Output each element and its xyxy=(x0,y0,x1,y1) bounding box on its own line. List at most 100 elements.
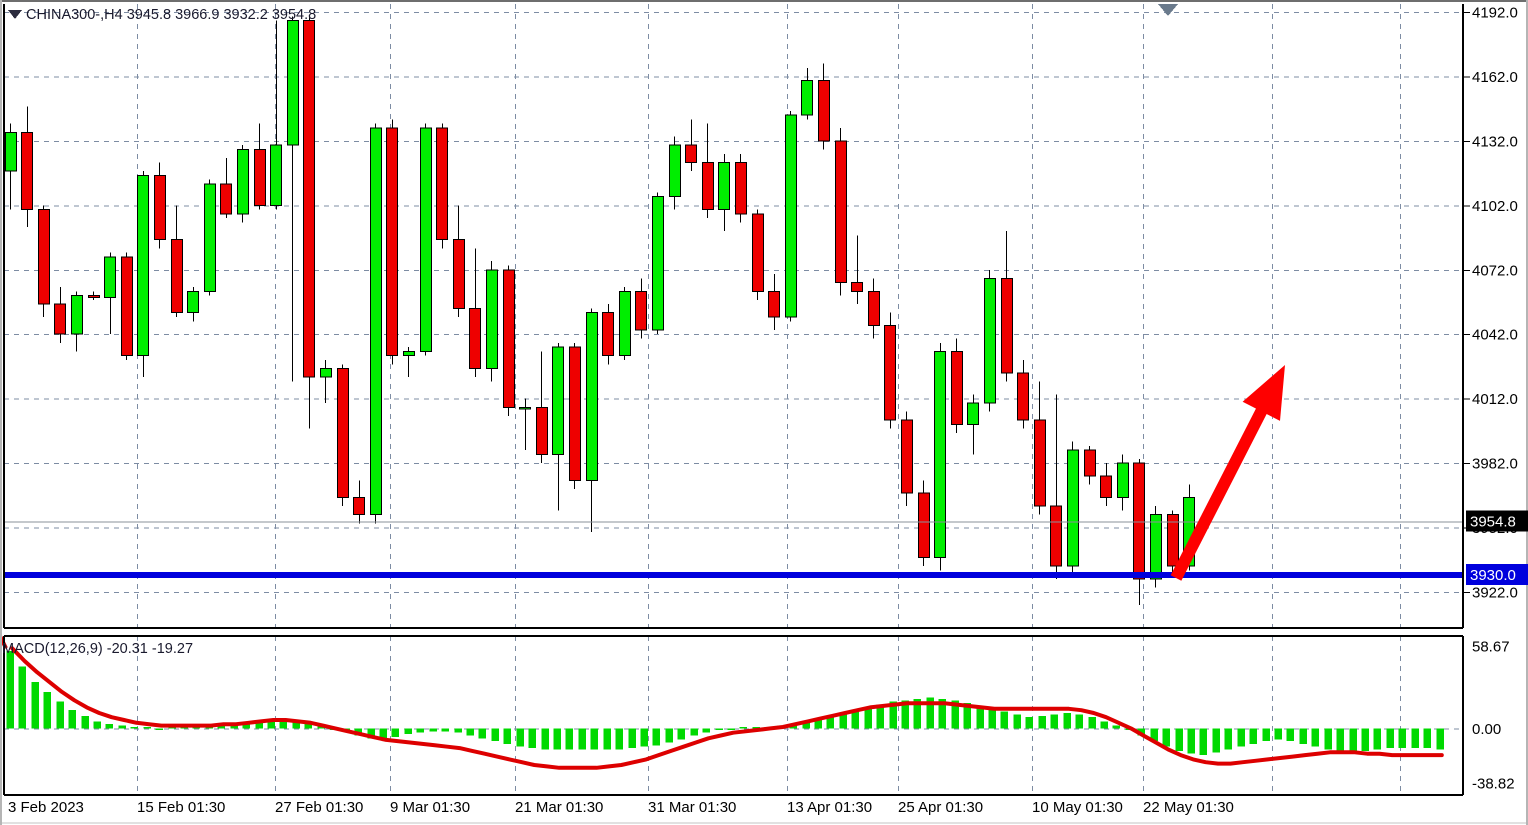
macd-histogram-bar xyxy=(242,722,251,729)
candle-body-bearish xyxy=(768,290,780,318)
candlestick[interactable] xyxy=(884,312,896,429)
time-axis-label: 31 Mar 01:30 xyxy=(648,799,736,816)
macd-histogram-bar xyxy=(1199,728,1208,756)
candlestick[interactable] xyxy=(503,265,515,416)
candlestick[interactable] xyxy=(5,123,17,210)
candlestick[interactable] xyxy=(154,162,166,249)
candlestick[interactable] xyxy=(552,342,564,511)
candlestick[interactable] xyxy=(370,123,382,524)
candlestick[interactable] xyxy=(934,342,946,571)
candlestick[interactable] xyxy=(187,286,199,322)
candlestick[interactable] xyxy=(1017,360,1029,429)
candlestick[interactable] xyxy=(702,123,714,219)
macd-histogram-bar xyxy=(1224,728,1233,750)
triangle-down-icon[interactable] xyxy=(8,10,22,19)
candlestick[interactable] xyxy=(353,480,365,524)
candlestick[interactable] xyxy=(835,128,847,296)
candlestick[interactable] xyxy=(88,291,100,300)
candlestick[interactable] xyxy=(320,360,332,403)
candlestick[interactable] xyxy=(1050,394,1062,580)
candlestick[interactable] xyxy=(984,269,996,412)
candle-body-bearish xyxy=(752,213,764,292)
candlestick[interactable] xyxy=(486,261,498,382)
candle-body-bearish xyxy=(735,161,747,215)
candlestick[interactable] xyxy=(851,235,863,305)
candle-body-bullish xyxy=(1117,462,1129,498)
price-axis-label: 4042.0 xyxy=(1472,327,1518,344)
candlestick[interactable] xyxy=(38,205,50,318)
candlestick[interactable] xyxy=(1117,454,1129,511)
top-period-marker[interactable] xyxy=(1158,4,1178,16)
candlestick[interactable] xyxy=(519,398,531,451)
candlestick[interactable] xyxy=(768,274,780,330)
macd-histogram-bar xyxy=(839,712,848,729)
candlestick[interactable] xyxy=(1034,381,1046,515)
candlestick[interactable] xyxy=(602,304,614,365)
up-arrow-annotation[interactable] xyxy=(1170,365,1285,581)
candle-body-bearish xyxy=(951,350,963,425)
candlestick[interactable] xyxy=(1001,231,1013,382)
candlestick[interactable] xyxy=(1167,510,1179,575)
candlestick[interactable] xyxy=(536,351,548,464)
candlestick[interactable] xyxy=(303,16,315,429)
candlestick[interactable] xyxy=(669,136,681,210)
candlestick[interactable] xyxy=(818,63,830,150)
macd-histogram-bar xyxy=(913,698,922,729)
candlestick[interactable] xyxy=(453,205,465,318)
candlestick[interactable] xyxy=(901,411,913,507)
candlestick[interactable] xyxy=(1133,458,1145,605)
candlestick[interactable] xyxy=(1084,445,1096,485)
candlestick[interactable] xyxy=(469,248,481,378)
macd-histogram-bar xyxy=(1361,728,1370,751)
candlestick[interactable] xyxy=(801,67,813,120)
candlestick[interactable] xyxy=(337,364,349,507)
candlestick[interactable] xyxy=(785,110,797,322)
candlestick[interactable] xyxy=(386,119,398,365)
candlestick-series[interactable] xyxy=(5,16,1195,605)
candlestick[interactable] xyxy=(287,16,299,382)
candlestick[interactable] xyxy=(204,179,216,296)
candlestick[interactable] xyxy=(586,308,598,532)
candlestick[interactable] xyxy=(718,153,730,232)
candlestick[interactable] xyxy=(270,20,282,210)
macd-histogram-bar xyxy=(404,728,413,735)
macd-histogram-bar xyxy=(690,728,699,736)
candlestick[interactable] xyxy=(104,252,116,335)
candlestick[interactable] xyxy=(21,106,33,227)
candlestick[interactable] xyxy=(237,145,249,223)
candlestick[interactable] xyxy=(752,209,764,300)
candlestick[interactable] xyxy=(685,119,697,171)
candlestick[interactable] xyxy=(54,286,66,343)
candlestick[interactable] xyxy=(1100,463,1112,507)
arrow-annotation-group[interactable] xyxy=(1170,365,1285,581)
candlestick[interactable] xyxy=(951,338,963,434)
candlestick[interactable] xyxy=(569,342,581,489)
candlestick[interactable] xyxy=(121,252,133,360)
candlestick[interactable] xyxy=(652,192,664,335)
candlestick[interactable] xyxy=(967,394,979,455)
macd-histogram-bar xyxy=(130,727,139,729)
candlestick[interactable] xyxy=(918,480,930,567)
candlestick[interactable] xyxy=(635,278,647,339)
candlestick[interactable] xyxy=(71,291,83,352)
macd-histogram-bar xyxy=(6,651,15,729)
candlestick[interactable] xyxy=(403,347,415,378)
candlestick[interactable] xyxy=(1067,441,1079,575)
candlestick[interactable] xyxy=(137,170,149,378)
macd-histogram-bar xyxy=(938,698,947,729)
candlestick[interactable] xyxy=(420,123,432,356)
candlestick[interactable] xyxy=(619,286,631,360)
candlestick[interactable] xyxy=(868,278,880,339)
candlestick[interactable] xyxy=(254,123,266,210)
candlestick[interactable] xyxy=(220,158,232,219)
macd-histogram-bar xyxy=(1050,714,1059,729)
time-axis-label: 22 May 01:30 xyxy=(1143,799,1234,816)
macd-histogram-bar xyxy=(590,728,599,750)
candlestick[interactable] xyxy=(171,205,183,318)
candlestick[interactable] xyxy=(735,153,747,223)
triangle-down-marker-icon[interactable] xyxy=(1158,4,1178,16)
candlestick[interactable] xyxy=(436,123,448,249)
